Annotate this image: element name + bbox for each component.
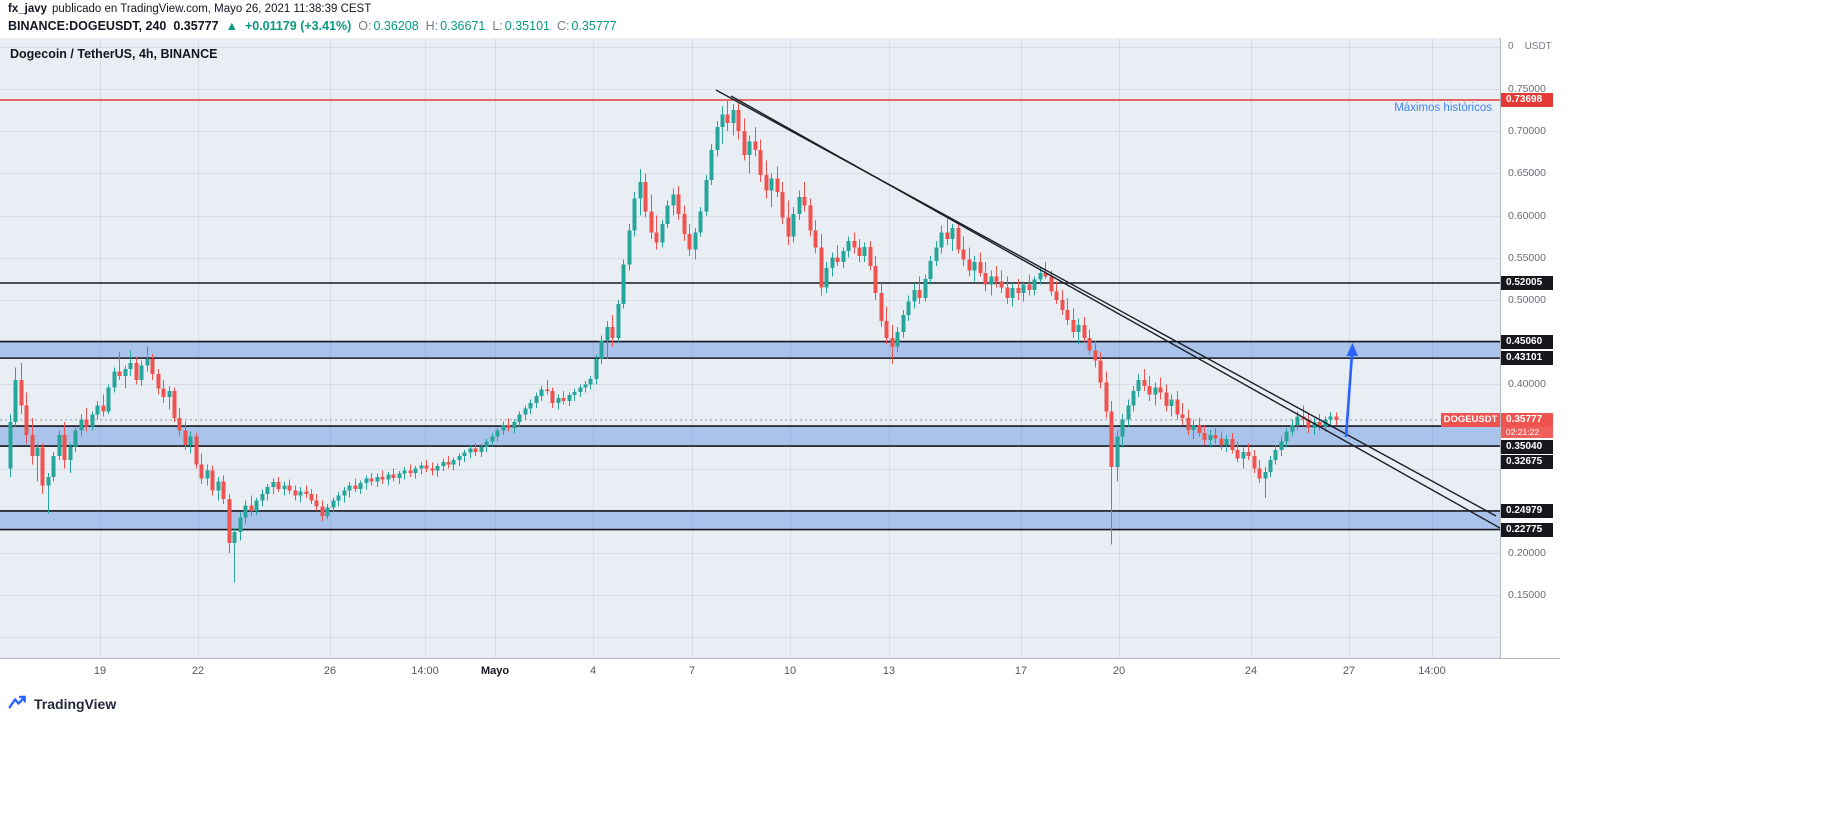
time-tick: Mayo (480, 665, 510, 677)
supply-demand-zones (0, 340, 1500, 531)
time-tick: 14:00 (411, 665, 439, 677)
price-tick: 0.40000 (1508, 378, 1546, 391)
time-tick: 24 (1244, 665, 1258, 677)
price-tick: 0.55000 (1508, 251, 1546, 264)
zone-price-badge: 0.24979 (1501, 503, 1553, 518)
time-tick: 10 (783, 665, 797, 677)
zone-price-badge: 0.32675 (1501, 455, 1553, 470)
price-chart-svg[interactable]: Máximos históricos (0, 38, 1500, 658)
time-tick: 7 (688, 665, 696, 677)
price-tick: 0.20000 (1508, 546, 1546, 559)
descending-trendline-2[interactable] (730, 95, 1500, 529)
projection-arrow-head (1346, 343, 1358, 356)
footer-brand: TradingView (8, 694, 116, 714)
time-tick: 17 (1014, 665, 1028, 677)
time-tick: 19 (93, 665, 107, 677)
candles (8, 100, 1339, 583)
time-tick: 22 (191, 665, 205, 677)
price-tick: 0.75000 (1508, 83, 1546, 96)
chart-title: Dogecoin / TetherUS, 4h, BINANCE (10, 47, 218, 61)
time-tick: 14:00 (1418, 665, 1446, 677)
price-axis[interactable]: 0 USDT 0.35777 02:21:22 0.75000 0.70000 0.6… (1501, 38, 1560, 658)
price-change: +0.01179 (+3.41%) (244, 19, 352, 33)
zone-rect[interactable] (0, 510, 1500, 530)
high-value: H: 0.36671 (425, 19, 486, 33)
publish-info: publicado en TradingView.com, Mayo 26, 2… (52, 3, 372, 15)
time-tick: 4 (589, 665, 597, 677)
tradingview-logo-icon (8, 695, 26, 709)
symbol-title: BINANCE:DOGEUSDT, 240 (8, 19, 167, 33)
projection-arrow[interactable] (1344, 353, 1354, 438)
time-tick: 20 (1112, 665, 1126, 677)
zone-price-badge: 0.22775 (1501, 522, 1553, 537)
zone-price-badge: 0.43101 (1501, 351, 1553, 366)
price-tick: 0.50000 (1508, 293, 1546, 306)
price-axis-unit: 0 USDT (1508, 41, 1552, 52)
zone-price-badge: 0.45060 (1501, 334, 1553, 349)
zone-rect[interactable] (0, 341, 1500, 359)
price-tick: 0.15000 (1508, 589, 1546, 602)
zone-rect[interactable] (0, 426, 1500, 447)
author-name: fx_javy (8, 3, 48, 15)
time-tick: 13 (882, 665, 896, 677)
up-arrow-icon: ▲ (225, 19, 238, 33)
zone-price-badge: 0.35040 (1501, 440, 1553, 455)
close-value: C: 0.35777 (556, 19, 617, 33)
symbol-price-tag: DOGEUSDT (1441, 413, 1500, 427)
level-price-badge: 0.73698 (1501, 93, 1553, 108)
level-price-badge: 0.52005 (1501, 276, 1553, 290)
brand-name: TradingView (34, 696, 117, 712)
open-value: O: 0.36208 (358, 19, 419, 33)
annotation-maximos-historicos[interactable]: Máximos históricos (1394, 102, 1492, 114)
publish-line: fx_javy publicado en TradingView.com, May… (8, 3, 371, 15)
time-axis[interactable]: 19 22 26 14:00 Mayo 4 7 10 13 17 20 24 27 14:00 (0, 658, 1560, 685)
snapshot-header: fx_javy publicado en TradingView.com, May… (0, 0, 1828, 38)
price-tick: 0.65000 (1508, 167, 1546, 180)
price-tick: 0.70000 (1508, 125, 1546, 138)
last-price: 0.35777 (173, 19, 219, 33)
low-value: L: 0.35101 (492, 19, 550, 33)
symbol-line: BINANCE:DOGEUSDT, 240 0.35777 ▲ +0.01179… (8, 19, 617, 33)
time-tick: 27 (1342, 665, 1356, 677)
current-price-badge: 0.35777 (1501, 413, 1553, 427)
chart-plot[interactable]: Máximos históricos Dogecoin / TetherUS, … (0, 38, 1501, 658)
time-tick: 26 (323, 665, 337, 677)
bar-countdown: 02:21:22 (1501, 427, 1553, 438)
price-tick: 0.60000 (1508, 209, 1546, 222)
